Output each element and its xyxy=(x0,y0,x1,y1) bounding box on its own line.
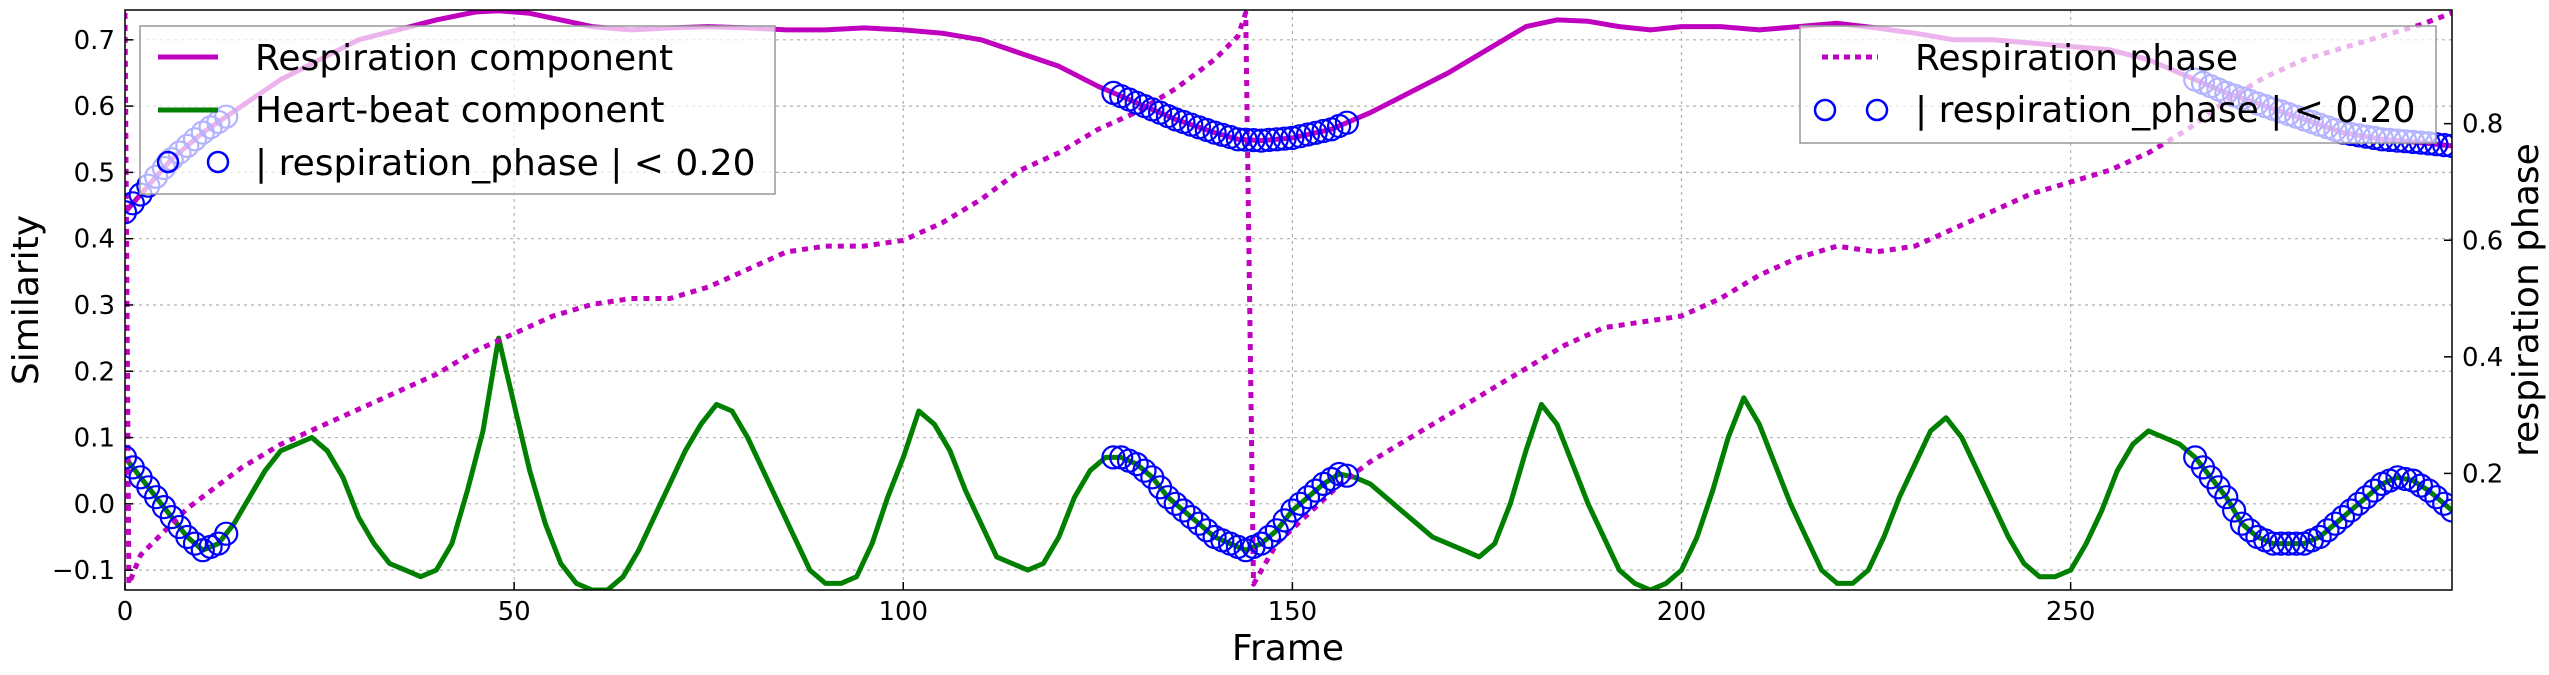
legend-right: Respiration phase | respiration_phase | … xyxy=(1799,25,2437,144)
x-tick-label: 200 xyxy=(1657,597,1707,627)
phase-marker-heart-beat xyxy=(1249,531,1274,556)
x-tick-label: 100 xyxy=(878,597,928,627)
phase-marker-heart-beat xyxy=(1326,461,1352,487)
phase-marker-heart-beat xyxy=(2276,531,2301,556)
phase-marker-heart-beat xyxy=(2385,465,2410,490)
plot-frame xyxy=(124,9,2453,591)
phase-marker-heart-beat xyxy=(1101,445,1126,470)
legend-label-phase-marker-right: | respiration_phase | < 0.20 xyxy=(1915,90,2416,131)
phase-marker-heart-beat xyxy=(2346,491,2371,516)
y-left-axis-title: Similarity xyxy=(6,215,47,385)
phase-marker-heart-beat xyxy=(2222,498,2247,523)
phase-marker-heart-beat xyxy=(2439,498,2452,523)
phase-marker-heart-beat xyxy=(1319,466,1344,492)
phase-marker-respiration xyxy=(1272,126,1297,151)
phase-marker-heart-beat xyxy=(2330,504,2356,530)
x-tick-label: 150 xyxy=(1268,597,1318,627)
phase-marker-respiration xyxy=(1233,127,1258,152)
phase-marker-heart-beat xyxy=(1334,463,1360,488)
legend-swatch-phase-marker-left-b xyxy=(206,150,230,174)
y-left-tick-label: 0.2 xyxy=(74,357,115,387)
phase-marker-heart-beat xyxy=(2393,466,2418,492)
phase-marker-heart-beat xyxy=(175,524,200,550)
data-layer xyxy=(125,10,2452,590)
phase-marker-respiration xyxy=(125,200,138,225)
phase-marker-respiration xyxy=(2439,133,2452,158)
y-right-tick-label: 0.8 xyxy=(2462,110,2503,140)
legend-label-respiration-component: Respiration component xyxy=(255,38,673,79)
legend-label-heart-beat-component: Heart-beat component xyxy=(255,90,664,131)
phase-marker-respiration xyxy=(1280,125,1305,150)
x-tick-label: 250 xyxy=(2046,597,2096,627)
ticks: 0 50 100 150 200 250 −0.1 0.0 0.1 0.2 0.3 0.4 0.5 0.6… xyxy=(52,26,2504,627)
legend-left-frame xyxy=(139,25,776,195)
phase-marker-respiration xyxy=(1311,118,1336,144)
phase-marker-heart-beat xyxy=(2408,473,2433,498)
y-left-tick-label: 0.1 xyxy=(74,424,115,454)
legend-left: Respiration component Heart-beat compone… xyxy=(139,25,776,195)
phase-marker-heart-beat xyxy=(2229,511,2254,536)
legend-label-respiration-phase: Respiration phase xyxy=(1915,38,2238,79)
phase-marker-respiration xyxy=(125,191,145,216)
phase-marker-respiration xyxy=(1288,124,1313,149)
y-right-axis-title: respiration phase xyxy=(2506,143,2547,457)
y-right-tick-label: 0.4 xyxy=(2462,343,2503,373)
phase-marker-heart-beat xyxy=(1303,478,1328,503)
phase-marker-heart-beat xyxy=(2268,531,2293,556)
phase-marker-heart-beat xyxy=(1171,498,1196,523)
x-tick-label: 0 xyxy=(117,597,134,627)
phase-marker-heart-beat xyxy=(2338,498,2363,523)
phase-marker-heart-beat xyxy=(2214,485,2239,510)
phase-marker-respiration xyxy=(1241,128,1266,153)
phase-marker-heart-beat xyxy=(182,531,208,556)
y-left-tick-label: −0.1 xyxy=(52,556,115,586)
legend-label-phase-marker-left: | respiration_phase | < 0.20 xyxy=(255,143,756,184)
legend-swatch-phase-marker-right-a xyxy=(1813,98,1837,122)
legend-right-frame xyxy=(1799,25,2437,144)
x-tick-label: 50 xyxy=(498,597,531,627)
phase-marker-heart-beat xyxy=(1186,511,1212,536)
phase-marker-heart-beat xyxy=(1163,491,1188,516)
phase-marker-heart-beat xyxy=(1288,491,1313,516)
phase-marker-heart-beat xyxy=(1155,485,1181,510)
phase-marker-respiration xyxy=(1225,127,1251,152)
phase-marker-heart-beat xyxy=(1280,498,1305,523)
phase-marker-heart-beat xyxy=(2260,531,2286,556)
phase-marker-respiration xyxy=(1249,128,1274,153)
y-left-tick-label: 0.6 xyxy=(74,92,115,122)
legend-swatch-phase-marker-left-a xyxy=(156,150,180,174)
phase-marker-respiration xyxy=(1256,127,1282,152)
phase-marker-heart-beat xyxy=(2354,485,2379,510)
phase-marker-heart-beat xyxy=(1132,458,1157,483)
phase-marker-respiration xyxy=(1264,127,1289,152)
phase-marker-heart-beat xyxy=(2424,485,2449,510)
phase-marker-heart-beat xyxy=(1295,485,1321,510)
series-line-respiration-phase xyxy=(125,10,2452,587)
phase-marker-respiration xyxy=(2432,133,2452,158)
phase-marker-heart-beat xyxy=(1256,524,1282,550)
phase-marker-heart-beat xyxy=(1179,504,1204,530)
y-right-tick-label: 0.6 xyxy=(2462,226,2503,256)
y-left-tick-label: 0.0 xyxy=(74,490,115,520)
phase-marker-heart-beat xyxy=(2307,524,2332,550)
legend-swatch-phase-marker-right-b xyxy=(1865,98,1889,122)
y-left-tick-label: 0.7 xyxy=(74,26,115,56)
phase-marker-heart-beat xyxy=(2323,511,2348,536)
y-left-tick-label: 0.5 xyxy=(74,158,115,188)
phase-marker-heart-beat xyxy=(1124,452,1149,477)
phase-marker-heart-beat xyxy=(2416,478,2441,503)
y-right-tick-label: 0.2 xyxy=(2462,459,2503,489)
y-left-tick-label: 0.3 xyxy=(74,291,115,321)
phase-marker-respiration xyxy=(1334,110,1360,135)
x-axis-title: Frame xyxy=(1232,628,1344,669)
y-left-tick-label: 0.4 xyxy=(74,225,115,255)
phase-marker-heart-beat xyxy=(2284,531,2309,556)
phase-marker-heart-beat xyxy=(214,521,239,546)
phase-marker-heart-beat xyxy=(2315,518,2340,543)
phase-marker-heart-beat xyxy=(2432,491,2452,516)
